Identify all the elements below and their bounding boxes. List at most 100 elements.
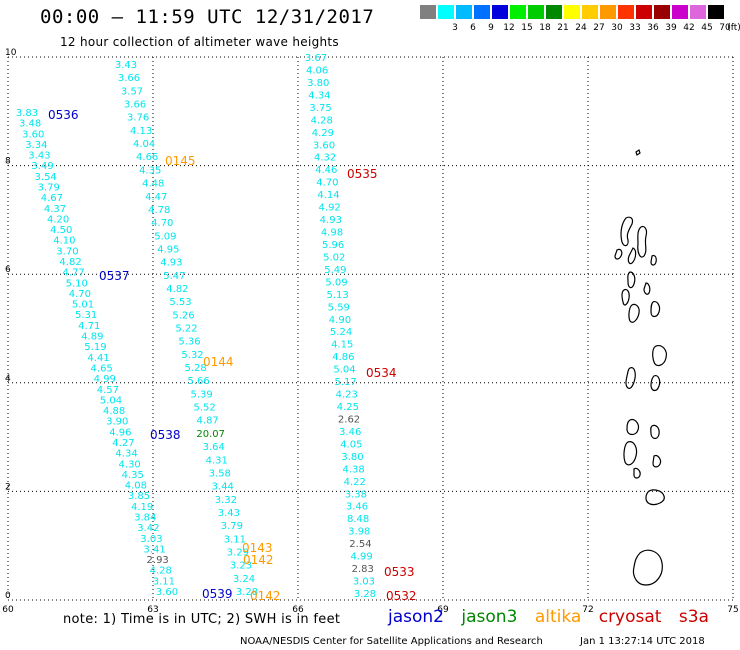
wave-height-value: 4.34 — [308, 90, 330, 101]
lon-tick-label: 63 — [147, 605, 158, 615]
color-swatch — [636, 5, 653, 19]
wave-height-value: 5.39 — [190, 389, 212, 400]
lon-tick-label: 72 — [582, 605, 593, 615]
wave-height-value: 4.70 — [151, 218, 173, 229]
color-swatch — [546, 5, 563, 19]
pass-time-label: 0536 — [48, 108, 79, 122]
wave-height-value: 3.41 — [143, 544, 165, 555]
lon-tick-label: 60 — [2, 605, 14, 615]
color-swatch — [582, 5, 599, 19]
wave-height-value: 4.82 — [166, 284, 188, 295]
wave-height-value: 3.44 — [212, 482, 234, 493]
wave-height-value: 4.25 — [337, 402, 359, 413]
color-scale-label: 21 — [557, 23, 569, 33]
color-scale-label: 27 — [593, 23, 605, 33]
color-scale-unit: (ft) — [727, 23, 740, 33]
wave-height-value: 3.03 — [140, 534, 162, 545]
wave-height-value: 3.60 — [22, 129, 44, 140]
wave-height-value: 3.24 — [233, 574, 255, 585]
maldives-coastline — [614, 149, 667, 586]
lat-tick-label: 10 — [5, 48, 17, 58]
wave-height-value: 3.64 — [203, 442, 225, 453]
wave-height-value: 5.04 — [100, 395, 122, 406]
island-outline — [627, 271, 636, 289]
island-outline — [645, 489, 665, 506]
wave-height-value: 4.90 — [329, 315, 351, 326]
wave-height-value: 4.92 — [319, 203, 341, 214]
pass-time-label: 0143 — [242, 541, 273, 555]
lat-lon-grid — [7, 56, 734, 601]
wave-height-value: 3.79 — [38, 183, 60, 194]
wave-height-value: 5.22 — [175, 324, 197, 335]
island-outline — [650, 375, 661, 392]
wave-height-value: 3.23 — [230, 561, 252, 572]
wave-height-value: 4.37 — [44, 204, 66, 215]
wave-height-value: 3.58 — [209, 468, 231, 479]
wave-height-value: 4.96 — [109, 427, 131, 438]
wave-height-value: 4.38 — [342, 464, 364, 475]
wave-height-value: 3.57 — [121, 86, 143, 97]
wave-height-value: 3.90 — [106, 417, 128, 428]
wave-height-value: 4.47 — [145, 192, 167, 203]
wave-height-value: 4.99 — [94, 374, 116, 385]
pass-time-label: 0142 — [250, 589, 281, 603]
lat-tick-label: 4 — [5, 374, 11, 384]
color-scale-label: 33 — [629, 23, 641, 33]
wave-height-value: 4.70 — [69, 289, 91, 300]
wave-height-value: 4.28 — [311, 115, 333, 126]
wave-height-value: 3.83 — [16, 108, 38, 119]
wave-height-value: 3.70 — [56, 246, 78, 257]
pass-time-label: 0535 — [347, 167, 378, 181]
generated-timestamp: Jan 1 13:27:14 UTC 2018 — [580, 636, 705, 647]
wave-height-value: 4.89 — [81, 332, 103, 343]
wave-height-value: 4.71 — [78, 321, 100, 332]
wave-height-value: 3.38 — [345, 489, 367, 500]
wave-height-value: 4.93 — [320, 215, 342, 226]
pass-time-label: 0142 — [243, 553, 274, 567]
wave-height-value: 4.14 — [317, 190, 339, 201]
color-swatch — [528, 5, 545, 19]
wave-height-value: 5.10 — [66, 278, 88, 289]
wave-height-value: 3.46 — [346, 502, 368, 513]
color-swatch — [510, 5, 527, 19]
island-outline — [632, 549, 663, 586]
island-outline — [652, 345, 667, 367]
wave-height-value: 4.30 — [119, 459, 141, 470]
wave-height-value: 4.95 — [157, 244, 179, 255]
lat-tick-label: 8 — [5, 157, 11, 167]
wave-height-value: 3.48 — [19, 119, 41, 130]
wave-height-value: 3.28 — [354, 589, 376, 600]
wave-height-value: 5.53 — [169, 297, 191, 308]
wave-height-value: 5.26 — [172, 310, 194, 321]
wave-height-value: 4.41 — [87, 353, 109, 364]
color-scale-label: 30 — [611, 23, 623, 33]
wave-height-value: 3.79 — [221, 521, 243, 532]
pass-time-labels: 0536053705380539014501440143014201420535… — [48, 108, 417, 603]
wave-height-value: 3.60 — [313, 140, 335, 151]
wave-height-value: 4.77 — [63, 268, 85, 279]
island-outline — [621, 288, 630, 306]
wave-height-value: 3.80 — [341, 452, 363, 463]
map-subtitle: 12 hour collection of altimeter wave hei… — [60, 35, 339, 49]
pass-time-label: 0539 — [202, 587, 233, 601]
wave-height-value: 3.43 — [28, 151, 50, 162]
wave-height-value: 4.31 — [206, 455, 228, 466]
color-swatch — [492, 5, 509, 19]
wave-height-value: 5.52 — [194, 403, 216, 414]
color-scale-label: 70 — [719, 23, 731, 33]
wave-height-value: 4.35 — [139, 165, 161, 176]
wave-height-value: 4.87 — [197, 416, 219, 427]
wave-height-value: 3.34 — [25, 140, 47, 151]
lon-tick-label: 69 — [437, 605, 449, 615]
wave-height-value: 3.11 — [153, 576, 175, 587]
color-scale-label: 36 — [647, 23, 659, 33]
wave-height-value: 4.29 — [312, 128, 334, 139]
wave-height-value: 4.35 — [122, 470, 144, 481]
pass-time-label: 0538 — [150, 428, 181, 442]
lon-tick-label: 75 — [727, 605, 738, 615]
lon-tick-label: 66 — [292, 605, 304, 615]
color-swatch — [420, 5, 437, 19]
color-scale-label: 9 — [488, 23, 494, 33]
wave-height-value: 4.10 — [53, 236, 75, 247]
